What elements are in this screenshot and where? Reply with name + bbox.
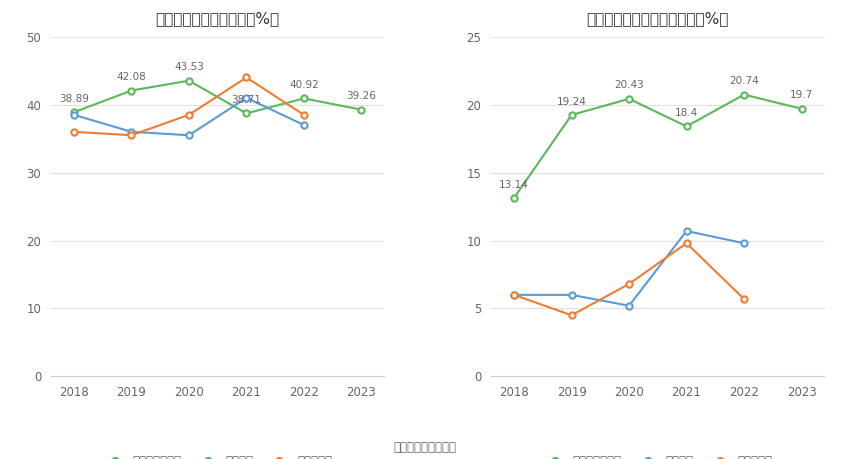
Text: 13.14: 13.14 [499,179,529,190]
Text: 20.43: 20.43 [615,80,644,90]
Text: 40.92: 40.92 [289,80,319,90]
Title: 近年来有息资产负债率情况（%）: 近年来有息资产负债率情况（%） [586,11,729,26]
Text: 43.53: 43.53 [174,62,204,73]
Text: 20.74: 20.74 [729,76,759,86]
Text: 39.26: 39.26 [347,91,377,101]
Text: 18.4: 18.4 [675,108,698,118]
Text: 19.24: 19.24 [557,97,586,106]
Legend: 有息资产负债率, 行业均值, 行业中位数: 有息资产负债率, 行业均值, 行业中位数 [539,450,777,459]
Text: 数据来源：恒生聚源: 数据来源：恒生聚源 [394,442,456,454]
Text: 42.08: 42.08 [116,72,146,82]
Text: 38.89: 38.89 [59,94,89,104]
Text: 38.71: 38.71 [231,95,262,105]
Title: 近年来资产负债率情况（%）: 近年来资产负债率情况（%） [156,11,280,26]
Text: 19.7: 19.7 [790,90,813,101]
Legend: 公司资产负债率, 行业均值, 行业中位数: 公司资产负债率, 行业均值, 行业中位数 [99,450,337,459]
